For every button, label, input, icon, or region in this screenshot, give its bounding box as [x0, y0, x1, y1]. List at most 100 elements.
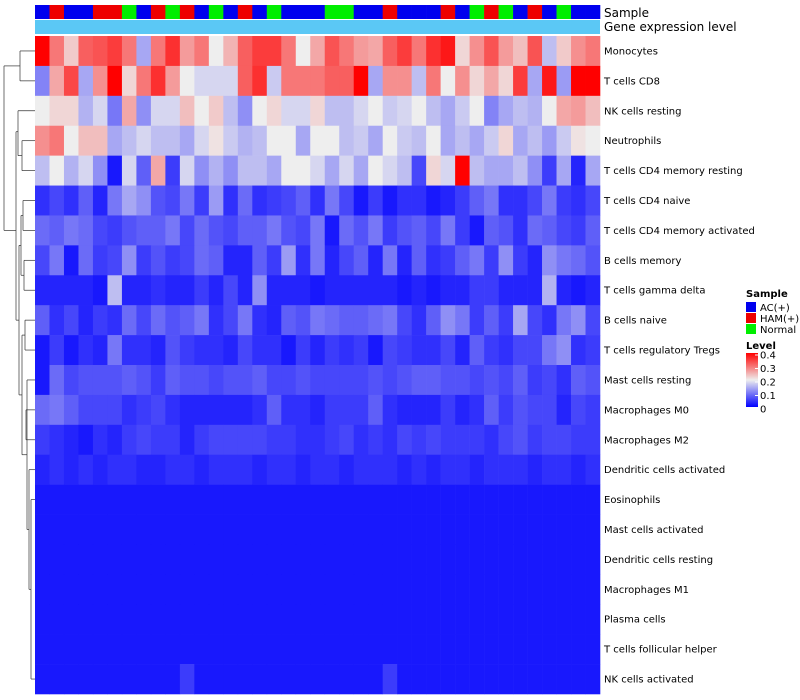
- heatmap-cell: [208, 155, 224, 186]
- heatmap-cell: [469, 514, 485, 545]
- heatmap-cell: [194, 634, 210, 665]
- heatmap-cell: [469, 365, 485, 396]
- heatmap-cell: [455, 155, 470, 186]
- row-label: Mast cells resting: [604, 375, 691, 386]
- heatmap-cell: [382, 305, 398, 336]
- heatmap-cell: [382, 544, 398, 575]
- legend-sample-swatch: [746, 313, 756, 323]
- heatmap-cell: [179, 125, 195, 156]
- heatmap-cell: [556, 664, 572, 695]
- heatmap-cell: [252, 95, 268, 127]
- heatmap-cell: [194, 125, 210, 156]
- heatmap-cell: [252, 65, 268, 97]
- heatmap-cell: [237, 185, 253, 216]
- heatmap-cell: [484, 275, 499, 306]
- heatmap-cell: [281, 604, 297, 635]
- heatmap-cell: [542, 65, 557, 97]
- heatmap-cell: [92, 335, 108, 366]
- heatmap-cell: [469, 95, 485, 127]
- heatmap-cell: [353, 125, 369, 156]
- heatmap-cell: [208, 305, 224, 336]
- heatmap-cell: [426, 394, 441, 426]
- heatmap-cell: [585, 305, 601, 336]
- heatmap-cell: [310, 514, 326, 545]
- heatmap-cell: [556, 365, 572, 396]
- heatmap-cell: [324, 95, 340, 127]
- heatmap-cell: [368, 36, 383, 67]
- heatmap-cell: [165, 155, 181, 186]
- heatmap-cell: [310, 604, 326, 635]
- heatmap-cell: [484, 95, 499, 127]
- heatmap-cell: [382, 514, 398, 545]
- heatmap-cell: [324, 215, 340, 246]
- heatmap-cell: [78, 394, 94, 426]
- heatmap-cell: [527, 634, 543, 665]
- heatmap-cell: [455, 634, 470, 665]
- sample-annotation-cell: [527, 5, 543, 19]
- heatmap-cell: [150, 634, 166, 665]
- heatmap-cell: [266, 514, 282, 545]
- heatmap-cell: [440, 335, 456, 366]
- heatmap-cell: [107, 574, 123, 605]
- heatmap-cell: [49, 574, 65, 605]
- heatmap-cell: [368, 454, 383, 485]
- heatmap-cell: [165, 305, 181, 336]
- heatmap-cell: [63, 275, 79, 306]
- heatmap-cell: [63, 125, 79, 156]
- heatmap-cell: [49, 335, 65, 366]
- heatmap-cell: [484, 394, 499, 426]
- heatmap-cell: [179, 335, 195, 366]
- heatmap-cell: [208, 394, 224, 426]
- heatmap-cell: [484, 484, 499, 515]
- heatmap-cell: [440, 424, 456, 456]
- heatmap-cell: [440, 604, 456, 635]
- heatmap-cell: [513, 245, 528, 276]
- heatmap-cell: [585, 65, 601, 97]
- heatmap-cell: [324, 335, 340, 366]
- heatmap-cell: [542, 454, 557, 485]
- heatmap-cell: [179, 65, 195, 97]
- heatmap-cell: [252, 185, 268, 216]
- heatmap-cell: [266, 424, 282, 456]
- heatmap-cell: [440, 185, 456, 216]
- heatmap-cell: [237, 125, 253, 156]
- heatmap-cell: [107, 65, 123, 97]
- heatmap-cell: [295, 365, 311, 396]
- heatmap-cell: [353, 155, 369, 186]
- heatmap-cell: [455, 305, 470, 336]
- heatmap-cell: [107, 185, 123, 216]
- heatmap-cell: [295, 664, 311, 695]
- heatmap-cell: [440, 574, 456, 605]
- heatmap-cell: [49, 454, 65, 485]
- heatmap-cell: [324, 664, 340, 695]
- heatmap-cell: [107, 125, 123, 156]
- heatmap-cell: [411, 484, 427, 515]
- annotation-label-sample: Sample: [604, 6, 649, 20]
- heatmap-cell: [63, 335, 79, 366]
- heatmap-cell: [179, 484, 195, 515]
- heatmap-cell: [397, 394, 412, 426]
- heatmap-cell: [484, 125, 499, 156]
- legend-level-title: Level: [746, 341, 776, 352]
- heatmap-cell: [266, 365, 282, 396]
- heatmap-cell: [469, 275, 485, 306]
- heatmap-cell: [353, 634, 369, 665]
- heatmap-cell: [469, 604, 485, 635]
- heatmap-cell: [92, 574, 108, 605]
- heatmap-cell: [121, 424, 137, 456]
- heatmap-cells: [35, 36, 601, 695]
- heatmap-cell: [469, 185, 485, 216]
- heatmap-cell: [527, 95, 543, 127]
- heatmap-cell: [281, 574, 297, 605]
- heatmap-cell: [469, 394, 485, 426]
- heatmap-cell: [397, 155, 412, 186]
- legend-sample-swatch: [746, 302, 756, 312]
- heatmap-cell: [208, 514, 224, 545]
- heatmap-cell: [513, 305, 528, 336]
- legend-level-tick-label: 0.4: [760, 351, 776, 362]
- heatmap-cell: [121, 275, 137, 306]
- heatmap-cell: [165, 36, 181, 67]
- heatmap-cell: [194, 574, 210, 605]
- heatmap-cell: [35, 514, 50, 545]
- heatmap-cell: [194, 65, 210, 97]
